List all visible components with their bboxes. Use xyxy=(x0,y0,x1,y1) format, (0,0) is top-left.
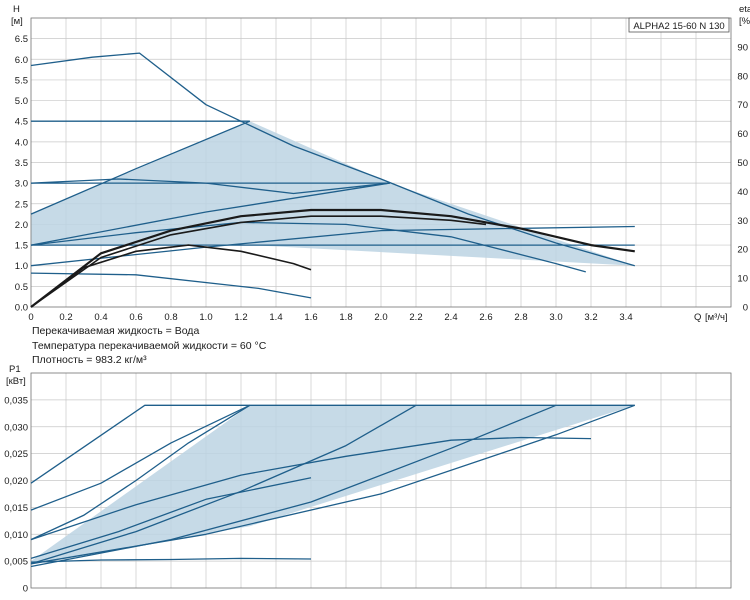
curve-series-4 xyxy=(30,404,417,565)
y-tick-label: 3.0 xyxy=(15,179,28,190)
y-axis-unit: [м] xyxy=(11,16,23,27)
curve-series-8 xyxy=(30,272,312,299)
x-tick-label: 0.6 xyxy=(129,312,142,323)
x-axis-unit: [м³/ч] xyxy=(705,312,728,323)
y-tick-label: 0,010 xyxy=(4,530,28,541)
y-tick-label: 0 xyxy=(23,584,28,595)
y-tick-label: 0,005 xyxy=(4,557,28,568)
curve-series-6 xyxy=(30,182,390,246)
y-tick-label: 0.5 xyxy=(15,282,28,293)
y-tick-label: 4.0 xyxy=(15,137,28,148)
plot-frame xyxy=(30,372,732,589)
y-tick-label: 0,015 xyxy=(4,503,28,514)
y2-tick-label: 50 xyxy=(737,158,748,169)
y2-tick-label: 80 xyxy=(737,71,748,82)
y2-axis-unit: [%] xyxy=(739,16,750,27)
fluid-label: Перекачиваемая жидкость = Вода xyxy=(32,325,200,337)
curve-series-1 xyxy=(30,404,635,484)
x-axis-label: Q xyxy=(694,312,701,323)
y-tick-label: 0,035 xyxy=(4,395,28,406)
y-tick-label: 0.0 xyxy=(15,303,28,314)
y-axis-unit: [кВт] xyxy=(6,376,26,387)
y-tick-label: 3.5 xyxy=(15,158,28,169)
x-tick-label: 0.4 xyxy=(94,312,107,323)
y-tick-label: 2.5 xyxy=(15,199,28,210)
curve-series-1 xyxy=(30,52,635,267)
x-tick-label: 1.2 xyxy=(234,312,247,323)
y2-tick-label: 0 xyxy=(743,303,748,314)
curve-series-10 xyxy=(30,221,586,273)
x-tick-label: 2.6 xyxy=(479,312,492,323)
operating-range-area xyxy=(31,121,635,266)
curve-series-2 xyxy=(30,404,251,511)
x-tick-label: 1.4 xyxy=(269,312,282,323)
x-tick-label: 1.0 xyxy=(199,312,212,323)
curve-series-8 xyxy=(30,477,312,560)
x-tick-label: 2.8 xyxy=(514,312,527,323)
y-axis-label: P1 xyxy=(9,364,21,375)
y2-tick-label: 70 xyxy=(737,100,748,111)
y-tick-label: 0,020 xyxy=(4,476,28,487)
y-tick-label: 1.0 xyxy=(15,261,28,272)
y2-tick-label: 30 xyxy=(737,216,748,227)
x-tick-label: 3.2 xyxy=(584,312,597,323)
y-tick-label: 6.5 xyxy=(15,34,28,45)
curve-series-3 xyxy=(30,120,251,215)
x-tick-label: 2.2 xyxy=(409,312,422,323)
x-tick-label: 3.4 xyxy=(619,312,632,323)
x-tick-label: 2.0 xyxy=(374,312,387,323)
curve-series-9 xyxy=(30,557,312,563)
y-tick-label: 4.5 xyxy=(15,117,28,128)
y2-tick-label: 10 xyxy=(737,274,748,285)
curve-series-6 xyxy=(30,404,636,565)
temperature-label: Температура перекачиваемой жидкости = 60… xyxy=(32,339,267,352)
curve-series-12 xyxy=(30,208,635,308)
curve-series-7 xyxy=(30,436,592,541)
y-tick-label: 2.0 xyxy=(15,220,28,231)
x-tick-label: 1.6 xyxy=(304,312,317,323)
chart-title: ALPHA2 15-60 N 130 xyxy=(633,21,724,32)
curve-series-3 xyxy=(30,404,251,541)
x-tick-label: 3.0 xyxy=(549,312,562,323)
x-tick-label: 1.8 xyxy=(339,312,352,323)
operating-range-area xyxy=(31,405,635,564)
y2-tick-label: 40 xyxy=(737,187,748,198)
title-box xyxy=(628,17,730,33)
y-tick-label: 0,025 xyxy=(4,449,28,460)
x-tick-label: 2.4 xyxy=(444,312,457,323)
curve-series-13 xyxy=(30,215,487,308)
plot-frame xyxy=(30,17,732,308)
y2-tick-label: 20 xyxy=(737,245,748,256)
x-tick-label: 0 xyxy=(28,312,33,323)
y2-tick-label: 90 xyxy=(737,42,748,53)
x-tick-label: 0.8 xyxy=(164,312,177,323)
y-tick-label: 0,030 xyxy=(4,422,28,433)
fluid-info: Перекачиваемая жидкость = Вода Температу… xyxy=(32,324,266,368)
density-label: Плотность = 983.2 кг/м³ xyxy=(32,354,147,366)
y2-tick-label: 60 xyxy=(737,129,748,140)
y2-axis-label: eta xyxy=(739,4,750,15)
x-tick-label: 0.2 xyxy=(59,312,72,323)
y-tick-label: 5.5 xyxy=(15,75,28,86)
y-tick-label: 5.0 xyxy=(15,96,28,107)
y-axis-label: H xyxy=(13,4,20,15)
y-tick-label: 1.5 xyxy=(15,241,28,252)
y-tick-label: 6.0 xyxy=(15,55,28,66)
